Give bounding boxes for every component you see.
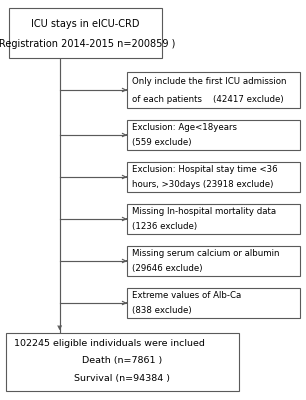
Text: (838 exclude): (838 exclude) [132,306,192,315]
Bar [127,162,300,192]
Text: (1236 exclude): (1236 exclude) [132,222,198,231]
Text: Extreme values of Alb-Ca: Extreme values of Alb-Ca [132,291,242,300]
Text: Missing serum calcium or albumin: Missing serum calcium or albumin [132,249,280,258]
Bar [127,72,300,108]
Text: hours, >30days (23918 exclude): hours, >30days (23918 exclude) [132,180,274,189]
Text: Exclusion: Age<18years: Exclusion: Age<18years [132,123,237,132]
Text: Missing In-hospital mortality data: Missing In-hospital mortality data [132,207,277,216]
Text: (559 exclude): (559 exclude) [132,138,192,147]
Text: Only include the first ICU admission: Only include the first ICU admission [132,76,287,86]
Bar [127,204,300,234]
Text: Survival (n=94384 ): Survival (n=94384 ) [74,374,170,383]
Text: Exclusion: Hospital stay time <36: Exclusion: Hospital stay time <36 [132,165,278,174]
Text: Death (n=7861 ): Death (n=7861 ) [82,356,162,365]
Bar [6,333,239,391]
Bar [127,120,300,150]
Text: ICU stays in eICU-CRD: ICU stays in eICU-CRD [32,19,140,29]
Text: 102245 eligible individuals were inclued: 102245 eligible individuals were inclued [14,339,205,348]
Text: (29646 exclude): (29646 exclude) [132,264,203,273]
Bar [127,288,300,318]
Text: of each patients    (42417 exclude): of each patients (42417 exclude) [132,94,284,104]
Bar [9,8,162,58]
Text: (Registration 2014-2015 n=200859 ): (Registration 2014-2015 n=200859 ) [0,39,176,49]
Bar [127,246,300,276]
